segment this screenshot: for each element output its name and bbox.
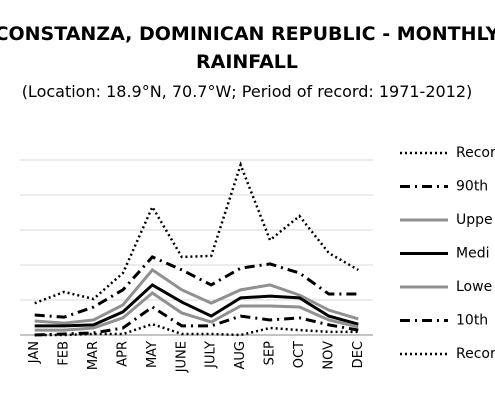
series-line [34, 283, 359, 328]
legend-label: Recor [456, 145, 495, 161]
x-tick-label: MAY [145, 341, 160, 368]
x-tick-label: SEP [263, 341, 278, 365]
legend-label: Recor [456, 346, 495, 362]
legend-label: Lowe [456, 279, 492, 295]
x-tick-label: JUNE [174, 341, 189, 373]
legend-label: 90th [456, 179, 488, 195]
x-tick-label: OCT [292, 341, 307, 368]
series-line [34, 161, 359, 305]
x-tick-label: NOV [321, 341, 336, 370]
series-line [34, 291, 359, 332]
x-tick-label: APR [115, 341, 130, 367]
x-tick-label: AUG [233, 341, 248, 369]
chart-title: CONSTANZA, DOMINICAN REPUBLIC - MONTHLY [0, 23, 495, 45]
x-tick-label: FEB [57, 341, 72, 366]
x-tick-label: JULY [204, 341, 219, 369]
legend-label: Uppe [456, 212, 493, 228]
x-tick-label: MAR [86, 341, 101, 370]
series-line [34, 267, 359, 325]
legend-label: 10th [456, 313, 488, 329]
chart-title: RAINFALL [196, 51, 298, 73]
chart-subtitle: (Location: 18.9°N, 70.7°W; Period of rec… [22, 82, 473, 101]
series-line [34, 305, 359, 337]
legend-label: Medi [456, 246, 489, 262]
x-tick-label: JAN [27, 341, 42, 364]
x-tick-label: DEC [351, 341, 366, 368]
